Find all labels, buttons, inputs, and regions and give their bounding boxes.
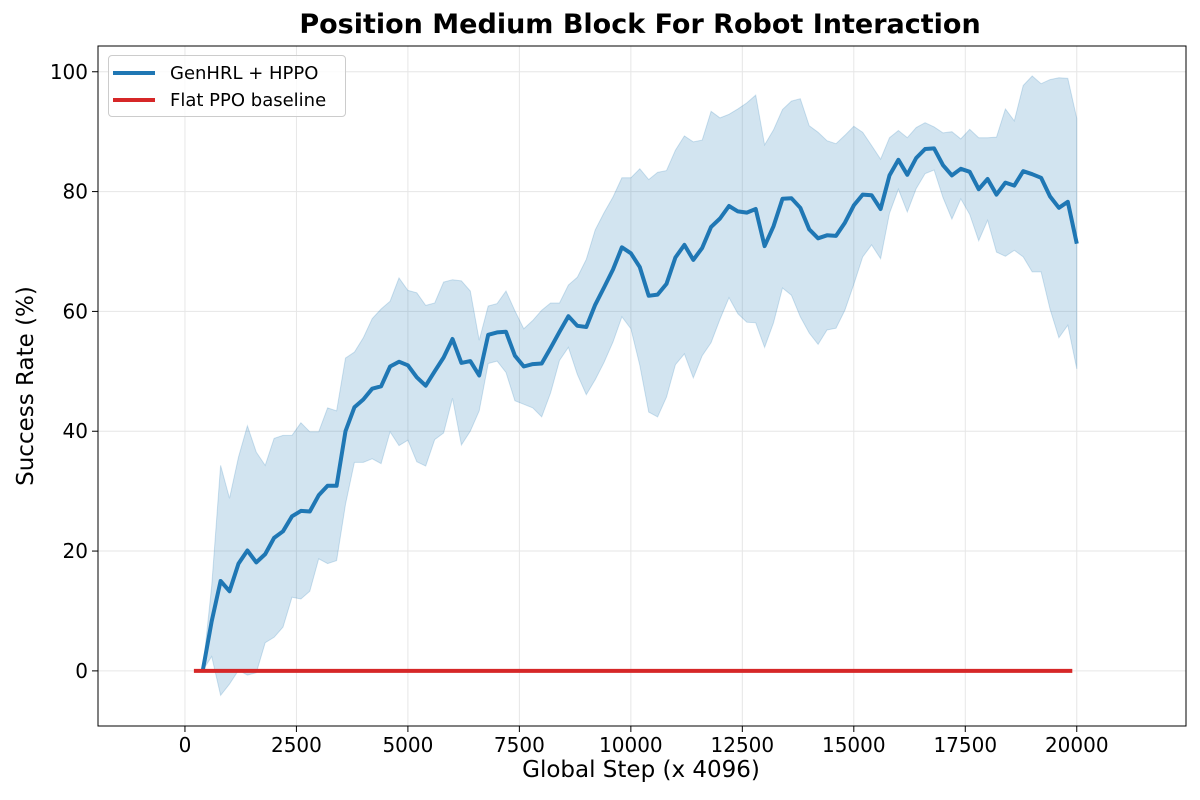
series-line-0: [200, 146, 1079, 671]
x-tick-label: 2500: [271, 733, 322, 757]
x-tick-label: 0: [179, 733, 192, 757]
y-tick-label: 40: [63, 419, 88, 443]
x-tick-label: 12500: [711, 733, 775, 757]
legend-swatch-flat-ppo: [113, 98, 155, 102]
y-tick-label: 80: [63, 180, 88, 204]
x-axis-label: Global Step (x 4096): [522, 757, 760, 783]
y-tick-label: 0: [75, 659, 88, 683]
x-tick-label: 17500: [933, 733, 997, 757]
legend-label-genhrl: GenHRL + HPPO: [170, 62, 319, 84]
y-tick-label: 100: [50, 60, 88, 84]
legend-label-flat-ppo: Flat PPO baseline: [170, 89, 327, 111]
x-tick-label: 5000: [382, 733, 433, 757]
y-tick-label: 60: [63, 299, 88, 323]
legend-swatch-genhrl: [113, 71, 155, 75]
y-tick-label: 20: [63, 539, 88, 563]
axis-ticks: 0 2500 5000 7500 10000 12500 15000 17500 20000 0 2…: [50, 60, 1109, 757]
x-tick-label: 20000: [1045, 733, 1109, 757]
legend-item-flat-ppo: Flat PPO baseline: [113, 89, 326, 111]
series-lines: [193, 146, 1079, 673]
chart-title: Position Medium Block For Robot Interact…: [299, 9, 981, 40]
x-tick-label: 10000: [599, 733, 663, 757]
y-axis-label: Success Rate (%): [13, 286, 39, 486]
x-tick-label: 7500: [494, 733, 545, 757]
grid-lines: [98, 46, 1186, 726]
legend: GenHRL + HPPO Flat PPO baseline: [108, 55, 346, 117]
plot-area-frame: [97, 45, 1187, 727]
legend-item-genhrl: GenHRL + HPPO: [113, 62, 318, 84]
x-tick-label: 15000: [822, 733, 886, 757]
